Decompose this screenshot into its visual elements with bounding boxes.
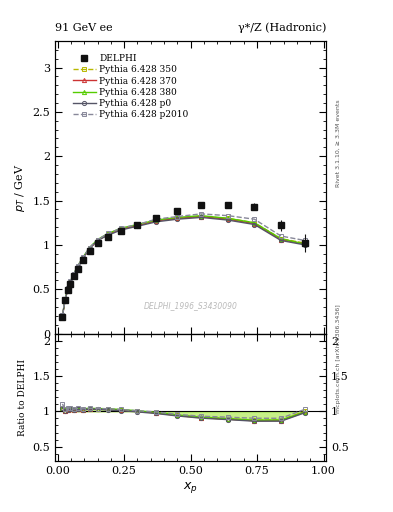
Text: γ*/Z (Hadronic): γ*/Z (Hadronic) [238, 23, 326, 33]
Text: 91 GeV ee: 91 GeV ee [55, 23, 113, 33]
Text: DELPHI_1996_S3430090: DELPHI_1996_S3430090 [144, 301, 237, 310]
Legend: DELPHI, Pythia 6.428 350, Pythia 6.428 370, Pythia 6.428 380, Pythia 6.428 p0, P: DELPHI, Pythia 6.428 350, Pythia 6.428 3… [70, 51, 191, 122]
X-axis label: $x_p$: $x_p$ [183, 480, 198, 495]
Text: Rivet 3.1.10, ≥ 3.3M events: Rivet 3.1.10, ≥ 3.3M events [336, 99, 341, 187]
Text: mcplots.cern.ch [arXiv:1306.3436]: mcplots.cern.ch [arXiv:1306.3436] [336, 304, 341, 413]
Y-axis label: $p_T$ / GeV: $p_T$ / GeV [13, 163, 27, 211]
Y-axis label: Ratio to DELPHI: Ratio to DELPHI [18, 359, 27, 436]
